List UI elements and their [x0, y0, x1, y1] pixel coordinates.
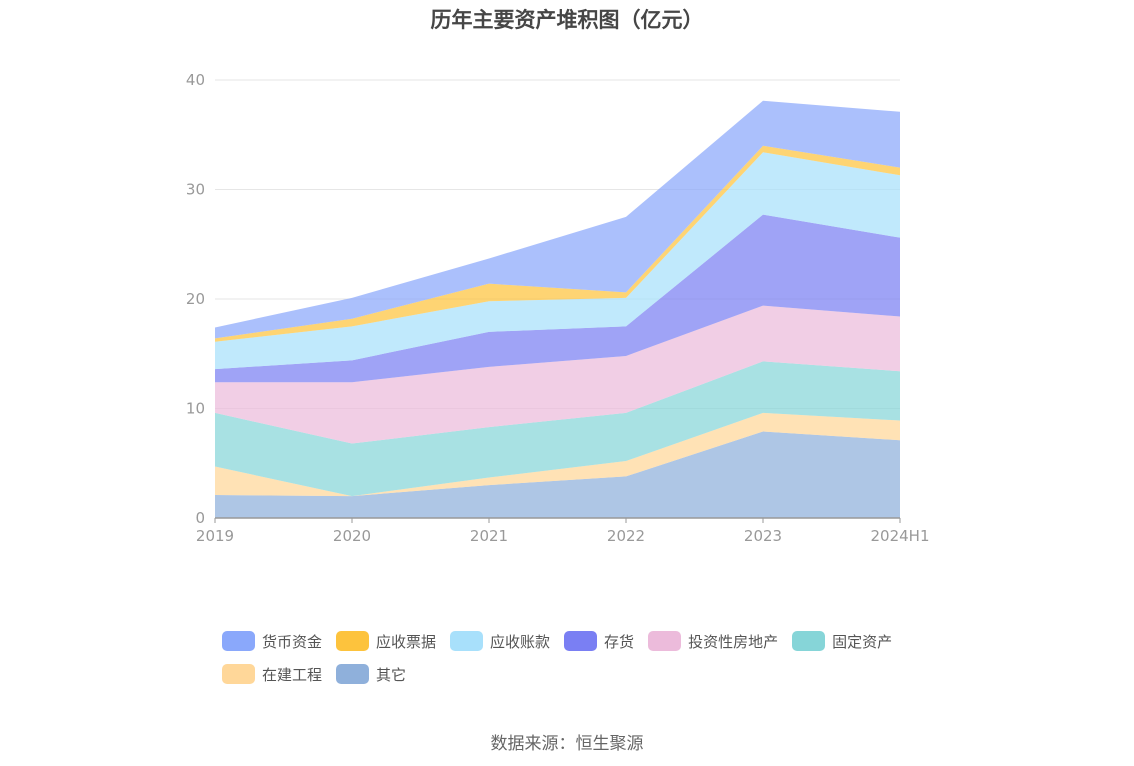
legend-item-2[interactable]: 应收账款 [450, 630, 550, 652]
legend-label: 投资性房地产 [688, 632, 779, 651]
legend-label: 其它 [376, 665, 407, 684]
x-tick-label: 2023 [744, 527, 782, 545]
area-series [215, 100, 900, 518]
legend-label: 货币资金 [262, 632, 323, 651]
area-7[interactable] [215, 100, 900, 339]
area-2[interactable] [215, 361, 900, 497]
y-tick-label: 40 [186, 71, 205, 89]
x-tick-label: 2019 [196, 527, 234, 545]
source-note: 数据来源：恒生聚源 [490, 734, 644, 754]
legend-label: 在建工程 [262, 665, 323, 684]
x-tick-label: 2021 [470, 527, 508, 545]
legend-label: 存货 [604, 632, 635, 651]
area-5[interactable] [215, 152, 900, 370]
legend-swatch [792, 631, 826, 651]
area-3[interactable] [215, 305, 900, 444]
legend-label: 应收票据 [376, 632, 437, 651]
legend-swatch [336, 631, 370, 651]
area-4[interactable] [215, 214, 900, 383]
x-tick-label: 2022 [607, 527, 645, 545]
area-1[interactable] [215, 412, 900, 497]
legend-swatch [336, 664, 370, 684]
legend-item-6[interactable]: 在建工程 [222, 663, 322, 685]
y-tick-label: 10 [186, 400, 205, 418]
chart-title: 历年主要资产堆积图（亿元） [430, 8, 704, 32]
legend-label: 应收账款 [490, 632, 551, 651]
legend-swatch [222, 631, 255, 651]
legend-item-3[interactable]: 存货 [564, 630, 634, 652]
y-tick-label: 0 [195, 509, 205, 527]
legend-swatch [450, 631, 484, 651]
legend-swatch [648, 631, 682, 651]
legend-swatch [222, 664, 255, 684]
y-tick-label: 20 [186, 290, 205, 308]
area-0[interactable] [215, 431, 900, 518]
x-tick-label: 2020 [333, 527, 371, 545]
legend-item-0[interactable]: 货币资金 [222, 630, 322, 652]
legend-item-5[interactable]: 固定资产 [792, 630, 892, 652]
legend-label: 固定资产 [832, 632, 893, 651]
y-tick-label: 30 [186, 181, 205, 199]
legend-item-1[interactable]: 应收票据 [336, 630, 436, 652]
axes: 0 10 20 30 40 2019 2020 2021 2022 2023 2024H1 [186, 71, 930, 545]
legend-item-7[interactable]: 其它 [336, 663, 406, 685]
legend: 货币资金 应收票据 应收账款 存货 投资性房地产 固定资产在建工程 其它 [222, 630, 942, 685]
legend-swatch [564, 631, 598, 651]
x-tick-label: 2024H1 [871, 527, 930, 545]
legend-item-4[interactable]: 投资性房地产 [648, 630, 778, 652]
